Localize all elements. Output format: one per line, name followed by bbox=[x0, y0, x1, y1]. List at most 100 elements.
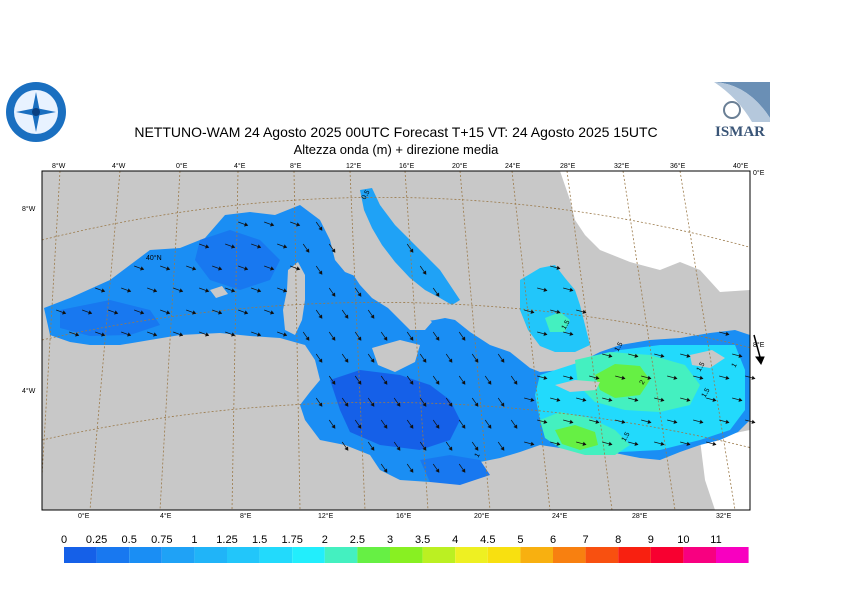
bottom-longitude-labels: 0°E 4°E 8°E 12°E 16°E 20°E 24°E 28°E 32°E bbox=[78, 512, 732, 520]
direction-arrow bbox=[328, 419, 336, 429]
legend-color-swatch bbox=[585, 547, 619, 563]
legend-label: 1.75 bbox=[281, 534, 302, 546]
direction-arrow bbox=[628, 441, 639, 446]
direction-arrow bbox=[354, 375, 362, 385]
top-lon-label: 24°E bbox=[505, 162, 521, 170]
direction-arrow bbox=[445, 397, 453, 407]
direction-arrow bbox=[95, 287, 106, 293]
direction-arrow bbox=[732, 353, 743, 358]
direction-arrow bbox=[628, 353, 639, 358]
legend-label: 1.25 bbox=[216, 534, 237, 546]
legend-label: 2 bbox=[322, 534, 328, 546]
direction-arrow bbox=[419, 265, 427, 275]
direction-arrow bbox=[524, 397, 535, 402]
island-crete bbox=[555, 380, 600, 392]
direction-arrow bbox=[641, 419, 652, 424]
contour-label: 1.5 bbox=[614, 341, 625, 353]
direction-arrow bbox=[264, 309, 275, 315]
direction-arrow bbox=[719, 331, 730, 336]
direction-arrow bbox=[173, 287, 184, 293]
direction-arrow bbox=[667, 375, 678, 380]
direction-arrow bbox=[341, 441, 349, 451]
sea-low-waves-3 bbox=[60, 300, 160, 336]
top-lon-label: 0°E bbox=[176, 162, 188, 170]
direction-arrow bbox=[406, 463, 414, 473]
bottom-lon-label: 20°E bbox=[474, 512, 490, 520]
legend-color-swatch bbox=[520, 547, 553, 563]
direction-arrow bbox=[524, 441, 535, 446]
direction-arrow bbox=[432, 463, 440, 473]
direction-arrow bbox=[354, 331, 362, 341]
direction-arrow bbox=[315, 353, 323, 363]
legend-label: 0.25 bbox=[86, 534, 107, 546]
direction-arrow bbox=[510, 375, 518, 385]
direction-arrow bbox=[134, 309, 145, 315]
direction-arrow bbox=[667, 419, 678, 424]
direction-arrow bbox=[497, 353, 505, 363]
legend-label: 7 bbox=[583, 534, 589, 546]
direction-arrow bbox=[277, 287, 288, 293]
top-lon-label: 8°W bbox=[52, 162, 66, 170]
bottom-lon-label: 0°E bbox=[78, 512, 90, 520]
sea-low-waves-4 bbox=[420, 455, 490, 485]
island-sicily bbox=[372, 340, 420, 372]
direction-arrow bbox=[680, 441, 691, 446]
island-cyprus bbox=[690, 350, 725, 368]
direction-arrow bbox=[160, 309, 171, 315]
direction-arrow bbox=[602, 353, 613, 358]
direction-arrow bbox=[212, 265, 223, 271]
legend-label: 0.5 bbox=[122, 534, 137, 546]
direction-arrow bbox=[693, 375, 704, 380]
edge-arrow bbox=[753, 334, 765, 366]
legend-color-swatch bbox=[683, 547, 716, 563]
map-title: NETTUNO-WAM 24 Agosto 2025 00UTC Forecas… bbox=[134, 124, 658, 140]
direction-arrow bbox=[641, 375, 652, 380]
top-lon-label: 16°E bbox=[399, 162, 415, 170]
direction-arrow bbox=[432, 331, 440, 341]
direction-arrow bbox=[393, 397, 401, 407]
direction-arrow bbox=[719, 375, 730, 380]
legend-color-swatch bbox=[716, 547, 749, 563]
direction-arrow bbox=[680, 353, 691, 358]
top-lon-label: 32°E bbox=[614, 162, 630, 170]
direction-arrow bbox=[732, 397, 743, 402]
legend-label: 6 bbox=[550, 534, 556, 546]
direction-arrow bbox=[484, 375, 492, 385]
contour-label: 0.5 bbox=[361, 189, 372, 201]
direction-arrow bbox=[484, 419, 492, 429]
contour-label: 1.5 bbox=[561, 319, 572, 331]
sea-aegean-high bbox=[545, 312, 570, 332]
direction-arrow bbox=[393, 441, 401, 451]
direction-arrow bbox=[445, 441, 453, 451]
top-lon-label: 4°W bbox=[112, 162, 126, 170]
top-longitude-labels: 8°W 4°W 0°E 4°E 8°E 12°E 16°E 20°E 24°E 28°E 32°E 3… bbox=[52, 162, 749, 170]
right-lat-label-2: 8°E bbox=[753, 341, 765, 349]
contour-label: 1.5 bbox=[701, 387, 712, 399]
direction-arrow bbox=[524, 309, 535, 314]
direction-arrow bbox=[563, 419, 574, 424]
top-lon-label: 20°E bbox=[452, 162, 468, 170]
direction-arrow bbox=[589, 419, 600, 424]
top-lon-label: 36°E bbox=[670, 162, 686, 170]
direction-arrow bbox=[537, 287, 548, 292]
direction-arrow bbox=[290, 265, 301, 271]
direction-arrow bbox=[458, 331, 466, 341]
legend-label: 3 bbox=[387, 534, 393, 546]
direction-arrow bbox=[406, 243, 414, 253]
direction-arrow bbox=[432, 419, 440, 429]
direction-arrow bbox=[550, 265, 561, 270]
direction-arrow bbox=[719, 419, 730, 424]
direction-arrow bbox=[367, 309, 375, 319]
direction-arrow bbox=[445, 353, 453, 363]
direction-arrow bbox=[121, 287, 132, 293]
contour-label: 2 bbox=[639, 379, 647, 386]
legend-color-swatch bbox=[64, 547, 97, 563]
direction-arrow bbox=[238, 265, 249, 271]
direction-arrow bbox=[56, 309, 67, 315]
direction-arrow bbox=[680, 397, 691, 402]
sea-adriatic bbox=[360, 188, 460, 305]
top-lon-label: 4°E bbox=[234, 162, 246, 170]
left-lat-label-2: 4°W bbox=[22, 387, 36, 395]
direction-arrow bbox=[121, 331, 132, 337]
